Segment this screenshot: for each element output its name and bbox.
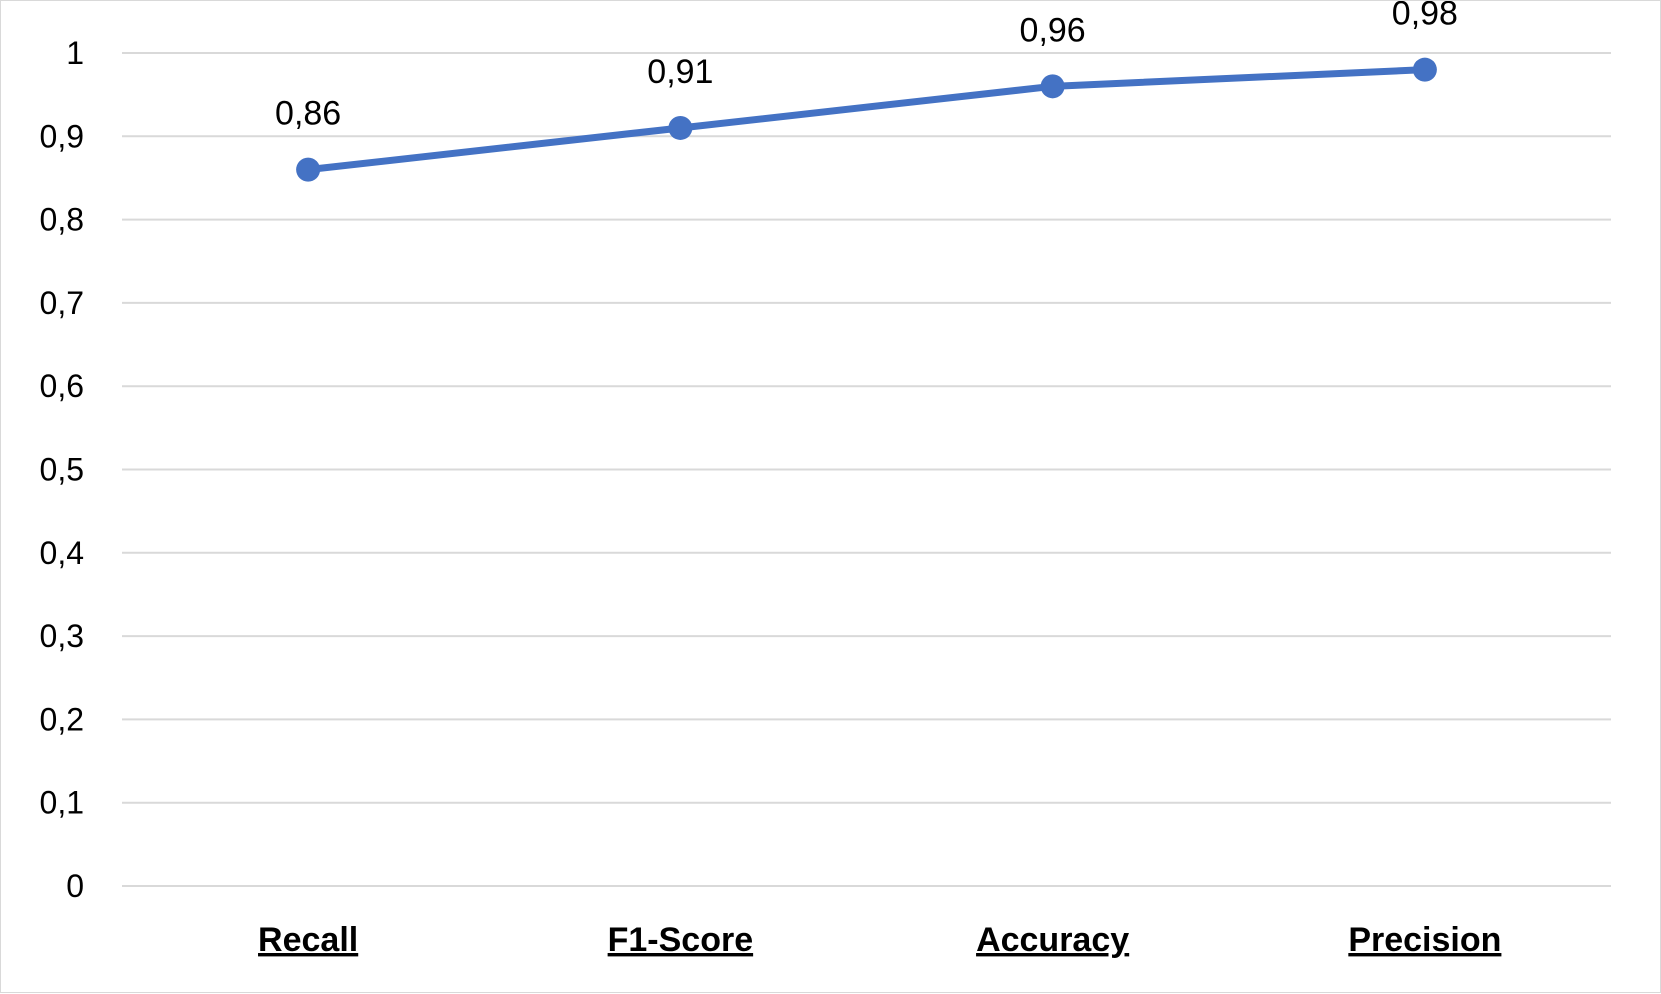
x-tick-label: F1-Score xyxy=(608,921,754,959)
y-tick-label: 0,8 xyxy=(40,202,84,238)
series xyxy=(296,57,1437,182)
y-tick-label: 0,1 xyxy=(40,785,84,821)
data-label: 0,96 xyxy=(1020,11,1086,49)
y-tick-label: 0,4 xyxy=(40,535,84,571)
y-tick-label: 0,7 xyxy=(40,285,84,321)
data-label: 0,91 xyxy=(647,53,713,91)
data-point xyxy=(296,157,321,182)
x-tick-label: Accuracy xyxy=(976,921,1129,959)
y-tick-label: 0,5 xyxy=(40,452,84,488)
gridlines xyxy=(122,52,1611,887)
y-axis-tick-labels: 0 0,1 0,2 0,3 0,4 0,5 0,6 0,7 0,8 0,9 1 xyxy=(40,35,84,904)
x-tick-label: Precision xyxy=(1348,921,1501,959)
x-axis-tick-labels: Recall F1-Score Accuracy Precision xyxy=(258,921,1501,959)
data-label: 0,86 xyxy=(275,95,341,133)
data-point xyxy=(668,115,693,140)
series-line xyxy=(304,66,1429,174)
y-tick-label: 0,3 xyxy=(40,618,84,654)
data-point xyxy=(1040,74,1065,99)
data-point xyxy=(1412,57,1437,82)
y-tick-label: 0,2 xyxy=(40,701,84,737)
y-tick-label: 0,9 xyxy=(40,118,84,154)
data-labels: 0,86 0,91 0,96 0,98 xyxy=(275,1,1458,133)
data-label: 0,98 xyxy=(1392,1,1458,33)
y-tick-label: 0,6 xyxy=(40,368,84,404)
y-tick-label: 0 xyxy=(66,868,84,904)
y-tick-label: 1 xyxy=(66,35,84,71)
x-tick-label: Recall xyxy=(258,921,358,959)
